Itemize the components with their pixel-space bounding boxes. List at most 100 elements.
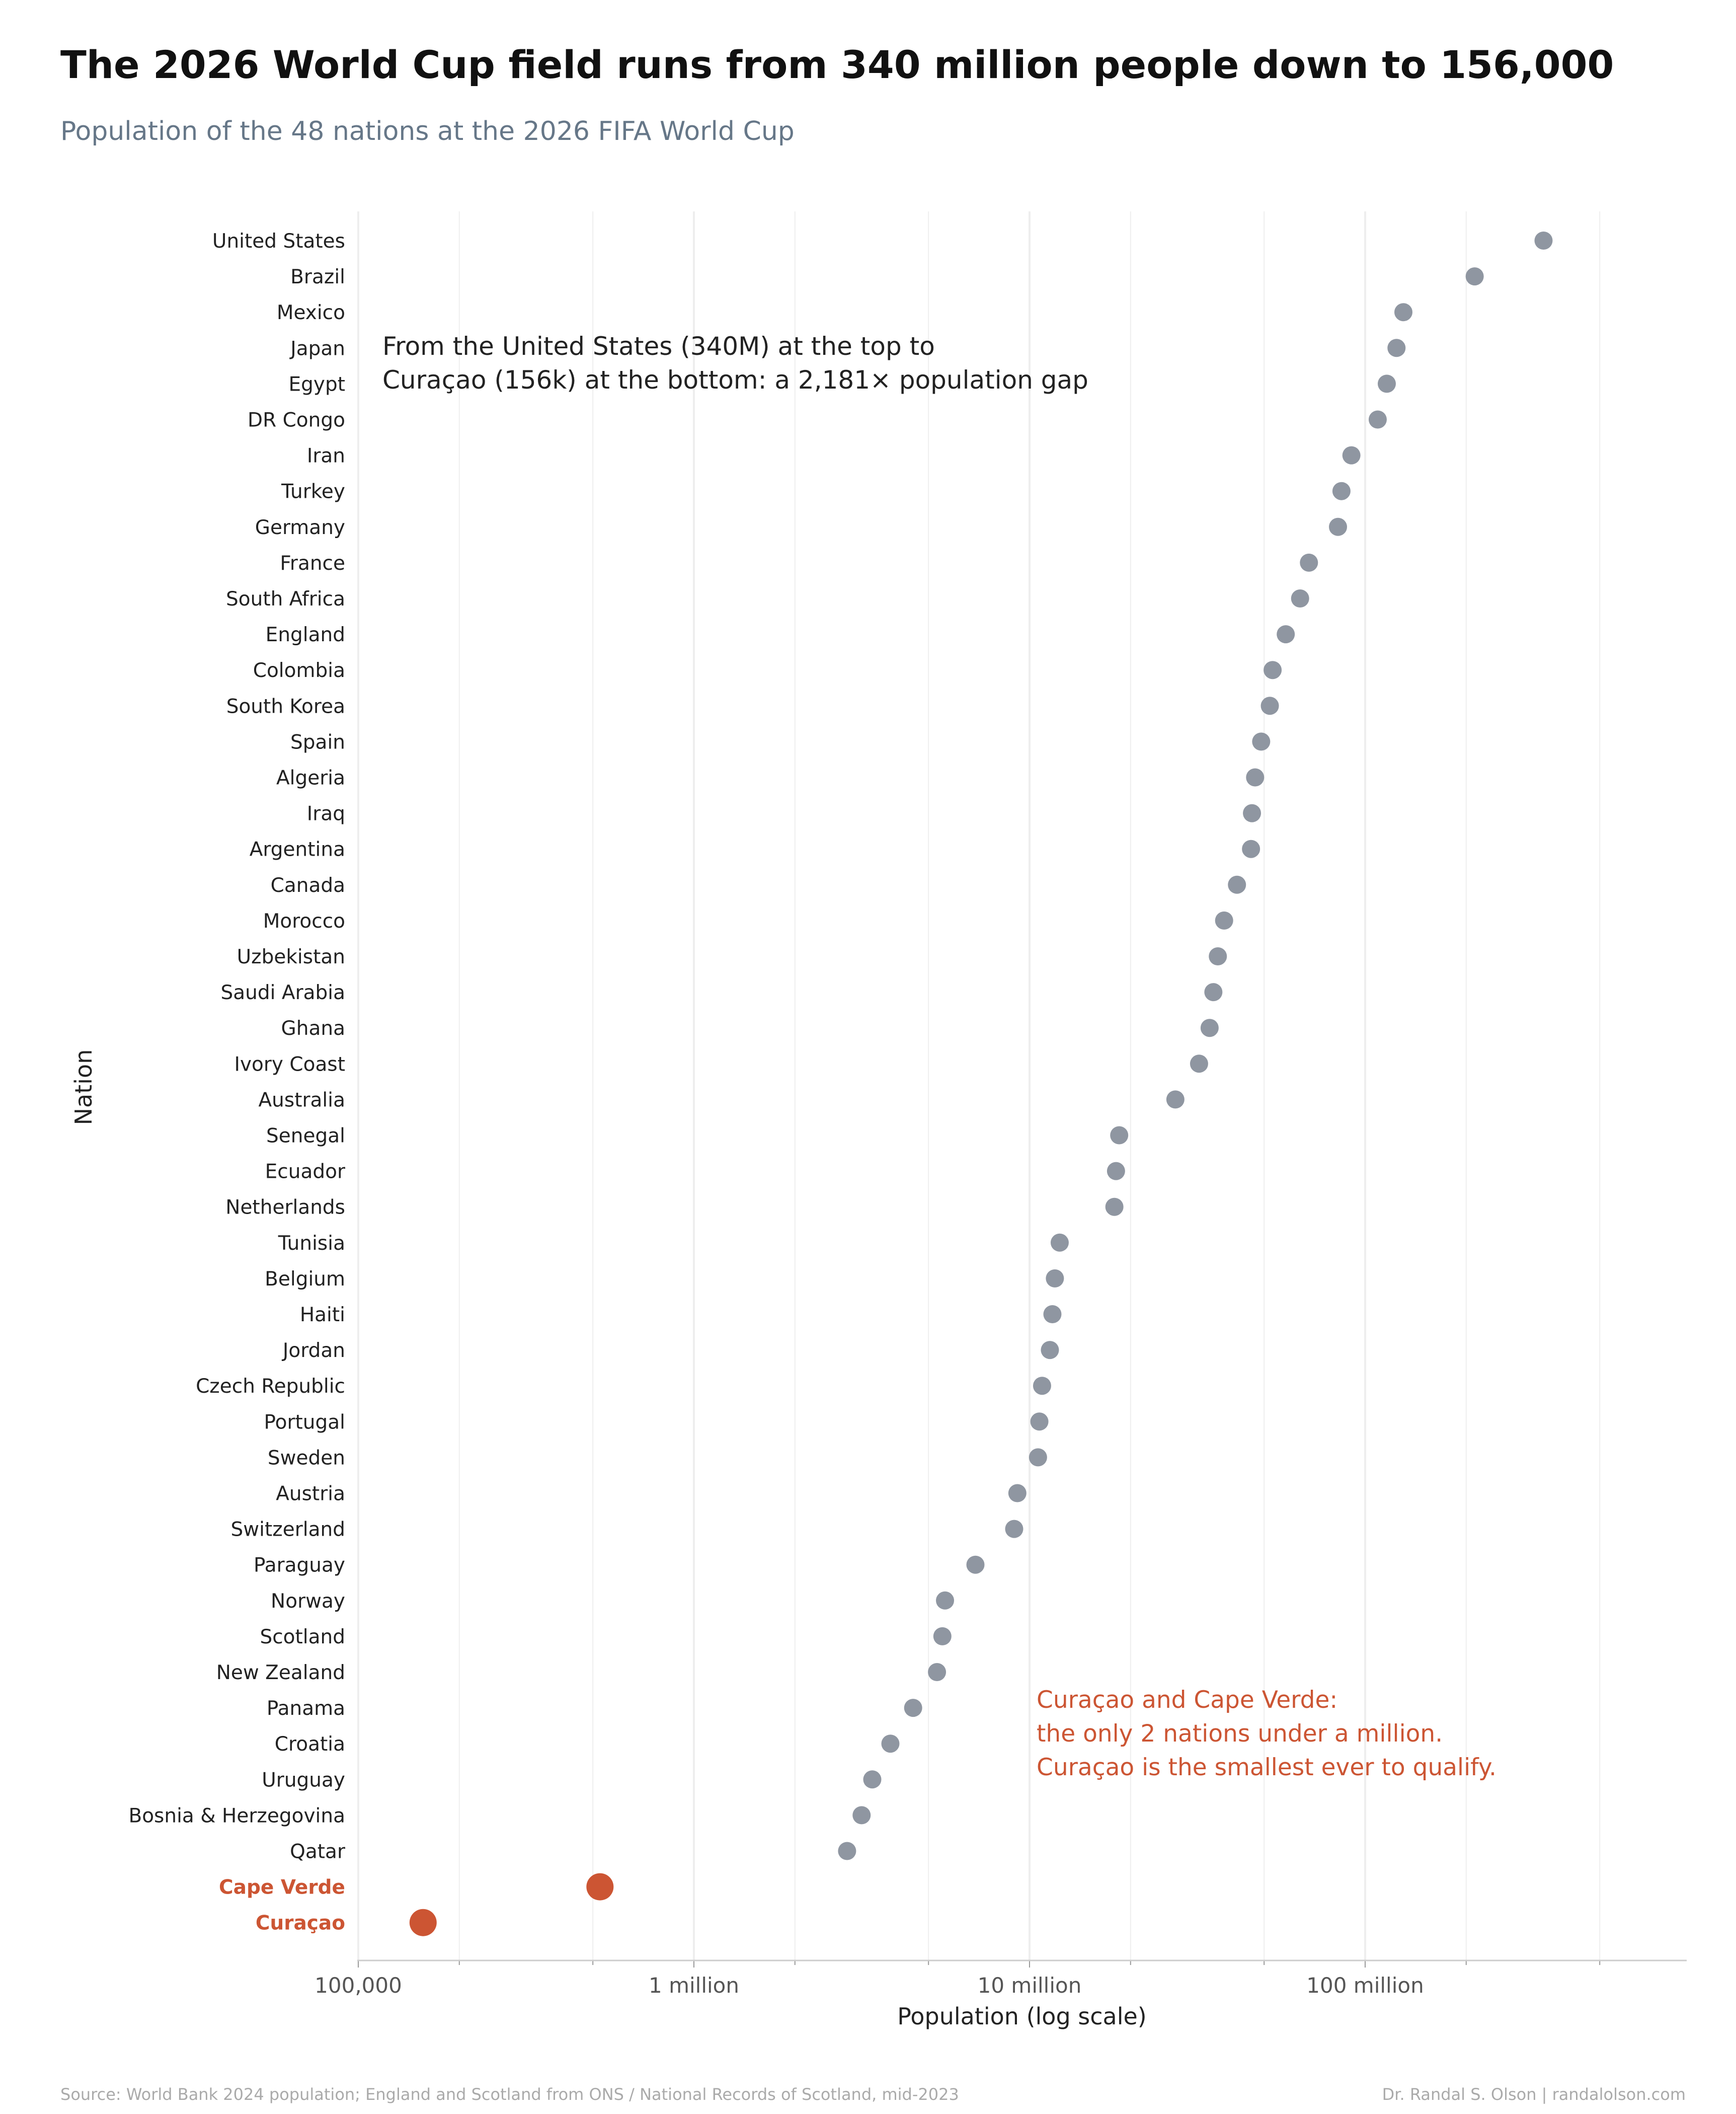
country-label: Australia	[258, 1089, 345, 1111]
data-dot	[1190, 1054, 1208, 1073]
country-label: Switzerland	[231, 1519, 346, 1541]
data-dot	[1209, 947, 1227, 965]
country-label: Haiti	[300, 1304, 345, 1326]
country-label: Mexico	[277, 301, 345, 324]
data-dot	[1041, 1341, 1059, 1360]
data-dot	[936, 1591, 955, 1610]
data-dot	[1377, 374, 1396, 393]
country-label: Algeria	[276, 767, 345, 790]
data-dot	[1029, 1448, 1047, 1467]
annotation-highlight-line1: Curaçao and Cape Verde:	[1037, 1686, 1337, 1714]
country-label: Paraguay	[254, 1554, 345, 1577]
data-dot	[852, 1806, 871, 1825]
x-axis-label: Population (log scale)	[897, 2003, 1146, 2030]
data-dot	[1166, 1090, 1185, 1109]
x-tick-label: 100 million	[1306, 1973, 1424, 1998]
country-label: Ivory Coast	[234, 1053, 345, 1076]
data-dot	[1030, 1412, 1049, 1431]
country-label: Panama	[267, 1697, 345, 1720]
data-dot	[1105, 1197, 1124, 1216]
country-label: Qatar	[290, 1841, 346, 1863]
country-label: England	[266, 624, 345, 646]
data-dot	[1243, 804, 1261, 822]
country-label: Scotland	[260, 1626, 345, 1648]
data-dot	[1008, 1484, 1027, 1502]
data-dot	[933, 1627, 952, 1645]
country-label: Uzbekistan	[237, 946, 345, 968]
country-label: Portugal	[264, 1411, 345, 1433]
data-dot	[1342, 446, 1361, 465]
country-label: Uruguay	[262, 1769, 345, 1791]
data-dot	[1277, 625, 1295, 644]
country-label: Cape Verde	[219, 1876, 345, 1899]
country-label: Austria	[276, 1483, 345, 1505]
footer-credit: Dr. Randal S. Olson | randalolson.com	[1382, 2085, 1686, 2104]
country-label: Tunisia	[278, 1232, 345, 1255]
data-dot	[838, 1842, 856, 1860]
country-label: Iran	[307, 445, 345, 468]
country-labels: United States Brazil Mexico Japan Egypt DR Co…	[128, 230, 346, 1935]
data-dot	[928, 1663, 946, 1681]
data-dot	[1252, 732, 1271, 751]
country-label: France	[280, 552, 345, 575]
data-dot	[1228, 875, 1246, 894]
data-dot	[881, 1734, 900, 1753]
data-dot	[1465, 267, 1484, 286]
country-label: Iraq	[307, 803, 345, 825]
country-label: South Korea	[226, 695, 345, 718]
country-label: Argentina	[250, 839, 345, 861]
chart-subtitle: Population of the 48 nations at the 2026…	[60, 116, 795, 146]
data-dot	[1260, 697, 1279, 715]
annotation-highlight-line3: Curaçao is the smallest ever to qualify.	[1037, 1754, 1496, 1781]
x-tick-label: 1 million	[649, 1973, 739, 1998]
data-dot	[1046, 1269, 1064, 1288]
country-label: Croatia	[275, 1733, 345, 1756]
data-dot	[904, 1699, 922, 1717]
data-dot	[1329, 517, 1348, 536]
data-dot	[1534, 232, 1553, 250]
data-dot	[1204, 983, 1223, 1002]
country-label: Morocco	[263, 910, 345, 933]
chart-title: The 2026 World Cup field runs from 340 m…	[60, 42, 1614, 87]
country-label: Ghana	[281, 1017, 345, 1040]
data-dot	[1368, 410, 1387, 429]
country-label: Norway	[271, 1590, 345, 1613]
country-label: Curaçao	[256, 1912, 345, 1935]
data-dot	[1246, 768, 1265, 787]
country-label: Brazil	[290, 266, 345, 288]
country-label: DR Congo	[248, 409, 345, 432]
x-axis-ticks: 100,000 1 million 10 million 100 million	[314, 1973, 1424, 1998]
data-dot	[1033, 1377, 1051, 1395]
country-label: Belgium	[265, 1268, 345, 1291]
data-dot	[1387, 339, 1406, 357]
country-label: Senegal	[266, 1125, 345, 1148]
footer-source: Source: World Bank 2024 population; Engl…	[60, 2085, 959, 2104]
grid-layer	[357, 211, 1601, 1968]
x-tick-label: 10 million	[978, 1973, 1082, 1998]
data-dot	[1200, 1019, 1219, 1037]
country-label: United States	[212, 230, 345, 253]
data-dot	[1300, 553, 1318, 572]
highlight-dot	[586, 1873, 614, 1901]
country-label: Germany	[255, 516, 345, 539]
country-label: Netherlands	[225, 1196, 345, 1219]
country-label: Turkey	[281, 481, 345, 503]
country-label: Saudi Arabia	[221, 981, 345, 1004]
x-tick-label: 100,000	[314, 1973, 402, 1998]
country-label: Japan	[289, 337, 345, 360]
annotation-top-line1: From the United States (340M) at the top…	[382, 332, 935, 361]
data-dot	[966, 1555, 985, 1574]
country-label: Ecuador	[265, 1161, 346, 1183]
country-label: Canada	[271, 874, 345, 897]
data-dot	[1291, 589, 1309, 608]
data-dot	[1332, 482, 1351, 500]
data-dot	[1005, 1520, 1023, 1538]
country-label: Bosnia & Herzegovina	[128, 1804, 345, 1827]
country-label: Czech Republic	[196, 1375, 345, 1398]
country-label: Sweden	[268, 1447, 345, 1469]
country-label: Colombia	[253, 659, 345, 682]
annotation-highlight-line2: the only 2 nations under a million.	[1037, 1720, 1443, 1748]
y-axis-label: Nation	[70, 1049, 97, 1125]
annotation-top-line2: Curaçao (156k) at the bottom: a 2,181× p…	[382, 365, 1088, 395]
